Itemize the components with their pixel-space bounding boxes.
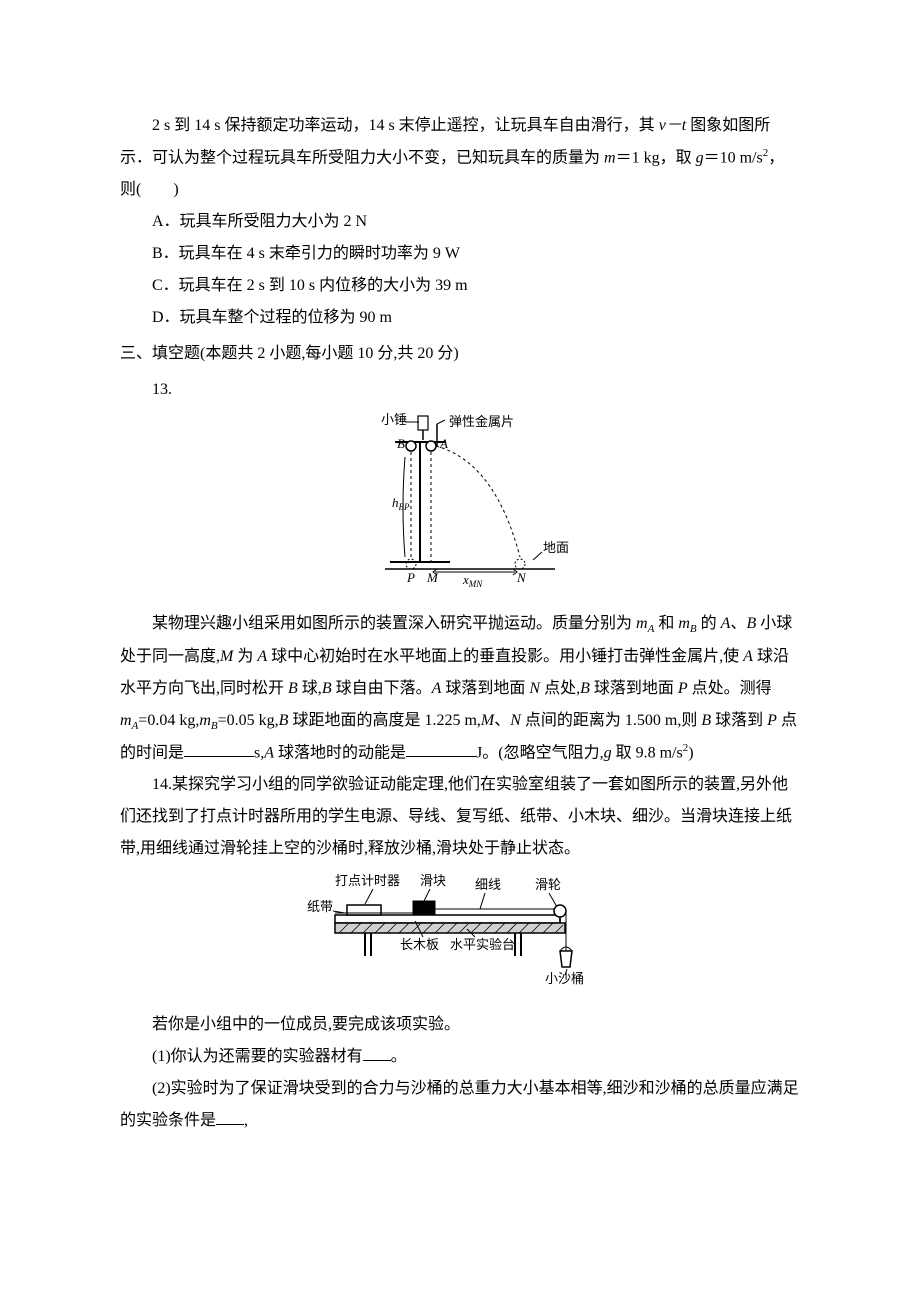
q13-figure: 小锤 弹性金属片 B A hBP P M xMN	[345, 412, 575, 590]
q12-vt: v－t	[659, 117, 687, 134]
fig1-metal-label: 弹性金属片	[449, 414, 514, 429]
fig2-bucket-label: 小沙桶	[545, 971, 584, 986]
fig2-timer-label: 打点计时器	[335, 873, 400, 888]
q12-stem-text-a: 2 s 到 14 s 保持额定功率运动，14 s 末停止遥控，让玩具车自由滑行，…	[152, 117, 659, 134]
q14-p2: 若你是小组中的一位成员,要完成该项实验。	[120, 1009, 800, 1041]
fig2-tape-label: 纸带	[307, 899, 333, 914]
q12-stem: 2 s 到 14 s 保持额定功率运动，14 s 末停止遥控，让玩具车自由滑行，…	[120, 110, 800, 206]
fig2-table-label: 水平实验台	[450, 937, 515, 952]
q14-sub1: (1)你认为还需要的实验器材有。	[120, 1041, 800, 1073]
q13-blank-time	[184, 740, 254, 757]
q12-g: g	[696, 149, 704, 166]
q12-option-B: B．玩具车在 4 s 末牵引力的瞬时功率为 9 W	[120, 238, 800, 270]
q14-blank-1	[363, 1044, 391, 1061]
fig1-xMN: xMN	[462, 572, 483, 589]
q13-number: 13.	[120, 374, 800, 406]
fig1-hBP: hBP	[392, 495, 410, 512]
fig1-hammer-label: 小锤	[381, 412, 407, 427]
q12-g-eq: ＝10 m/s	[704, 149, 763, 166]
q14-p1: 14.某探究学习小组的同学欲验证动能定理,他们在实验室组装了一套如图所示的装置,…	[120, 769, 800, 865]
fig2-pulley-label: 滑轮	[535, 877, 561, 892]
q12-mass-eq: ＝1 kg，取	[616, 149, 696, 166]
q13-blank-energy	[406, 740, 476, 757]
q12-option-D: D．玩具车整个过程的位移为 90 m	[120, 302, 800, 334]
q14-blank-2	[216, 1108, 244, 1125]
fig2-string-label: 细线	[475, 877, 501, 892]
page: 2 s 到 14 s 保持额定功率运动，14 s 末停止遥控，让玩具车自由滑行，…	[0, 0, 920, 1302]
q14-figure: 打点计时器 滑块 细线 滑轮 纸带	[305, 871, 615, 991]
fig1-ground-label: 地面	[543, 540, 569, 555]
q14-sub2: (2)实验时为了保证滑块受到的合力与沙桶的总重力大小基本相等,细沙和沙桶的总质量…	[120, 1073, 800, 1137]
q12-option-A: A．玩具车所受阻力大小为 2 N	[120, 206, 800, 238]
q12-option-C: C．玩具车在 2 s 到 10 s 内位移的大小为 39 m	[120, 270, 800, 302]
fig2-slider-label: 滑块	[420, 873, 446, 888]
q14-figure-wrap: 打点计时器 滑块 细线 滑轮 纸带	[120, 871, 800, 1003]
fig1-N: N	[516, 570, 527, 585]
q13-figure-wrap: 小锤 弹性金属片 B A hBP P M xMN	[120, 412, 800, 602]
section3-heading: 三、填空题(本题共 2 小题,每小题 10 分,共 20 分)	[120, 338, 800, 370]
q13-text: 某物理兴趣小组采用如图所示的装置深入研究平抛运动。质量分别为 mA 和 mB 的…	[120, 608, 800, 769]
fig1-P: P	[406, 570, 415, 585]
q12-m: m	[604, 149, 616, 166]
fig1-B: B	[397, 436, 405, 451]
fig2-board-label: 长木板	[400, 937, 439, 952]
